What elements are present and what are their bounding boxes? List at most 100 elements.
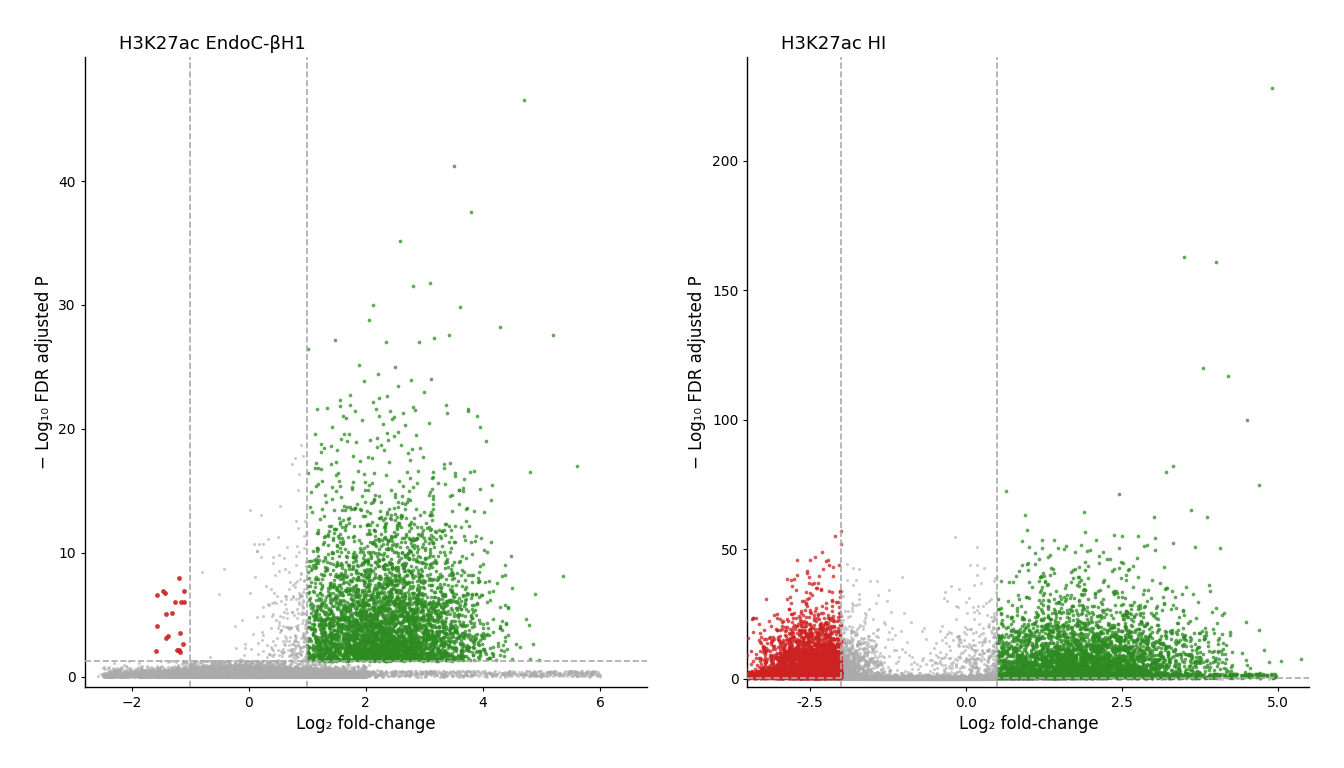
Point — [313, 649, 335, 661]
Point — [362, 651, 383, 664]
Point — [805, 665, 827, 677]
Point — [366, 627, 387, 639]
Point — [922, 673, 943, 685]
Point — [1055, 654, 1077, 667]
Point — [227, 667, 249, 679]
Point — [853, 671, 875, 684]
Point — [817, 670, 839, 682]
Point — [183, 655, 204, 667]
Point — [827, 645, 848, 657]
Point — [410, 600, 431, 612]
Point — [808, 663, 829, 675]
Point — [868, 650, 890, 662]
Point — [845, 665, 867, 677]
Point — [792, 658, 813, 670]
Point — [203, 667, 224, 680]
Point — [421, 667, 442, 680]
Point — [183, 670, 204, 683]
Point — [192, 660, 214, 673]
Point — [163, 666, 184, 678]
Point — [868, 672, 890, 684]
Point — [759, 670, 781, 682]
Point — [930, 673, 952, 685]
Point — [216, 655, 238, 667]
Point — [1179, 671, 1200, 684]
Point — [910, 671, 931, 684]
Point — [1124, 654, 1145, 667]
Point — [910, 672, 931, 684]
Point — [915, 673, 937, 685]
Point — [884, 670, 906, 683]
Point — [802, 663, 824, 675]
Point — [792, 635, 813, 647]
Point — [449, 665, 470, 677]
Point — [805, 672, 827, 684]
Point — [224, 670, 246, 682]
Point — [204, 666, 226, 678]
Point — [280, 662, 301, 674]
Point — [771, 670, 793, 682]
Point — [1132, 641, 1153, 653]
Point — [446, 609, 468, 621]
Point — [813, 671, 835, 684]
Point — [411, 521, 433, 533]
Point — [1117, 670, 1138, 683]
Point — [378, 599, 399, 611]
Point — [843, 673, 864, 685]
Point — [171, 669, 192, 681]
Point — [781, 672, 802, 684]
Point — [379, 627, 401, 640]
Point — [758, 670, 780, 683]
Point — [165, 664, 187, 676]
Point — [196, 669, 218, 681]
Point — [304, 665, 325, 677]
Point — [1066, 658, 1087, 670]
Point — [231, 670, 253, 683]
Point — [958, 672, 980, 684]
Point — [989, 673, 1011, 685]
Point — [308, 650, 329, 662]
Point — [413, 505, 434, 518]
Point — [355, 650, 376, 663]
Point — [341, 621, 363, 633]
Point — [290, 669, 312, 681]
Point — [797, 660, 818, 673]
Point — [366, 670, 387, 683]
Point — [254, 670, 276, 682]
Point — [327, 670, 348, 683]
Point — [823, 615, 844, 627]
Point — [304, 667, 325, 680]
Point — [220, 670, 242, 682]
Point — [313, 670, 335, 683]
Point — [913, 672, 934, 684]
Point — [224, 670, 246, 683]
Point — [395, 626, 417, 638]
Point — [294, 669, 316, 681]
Point — [903, 673, 925, 685]
Point — [306, 668, 328, 680]
Point — [915, 672, 937, 684]
Point — [282, 668, 304, 680]
Point — [231, 664, 253, 677]
Point — [230, 670, 251, 682]
Point — [327, 637, 348, 649]
Point — [223, 659, 245, 671]
Point — [171, 667, 192, 680]
Point — [211, 660, 233, 673]
Point — [843, 648, 864, 660]
Point — [258, 670, 280, 683]
Point — [194, 670, 215, 683]
Point — [1073, 670, 1094, 683]
Point — [270, 669, 292, 681]
Point — [462, 641, 484, 654]
Point — [222, 668, 243, 680]
Point — [255, 664, 277, 676]
Point — [391, 510, 413, 522]
Point — [969, 670, 991, 683]
Point — [190, 670, 211, 682]
Point — [319, 631, 340, 643]
Point — [917, 673, 938, 685]
Point — [384, 669, 406, 681]
Point — [231, 669, 253, 681]
Point — [394, 638, 415, 650]
